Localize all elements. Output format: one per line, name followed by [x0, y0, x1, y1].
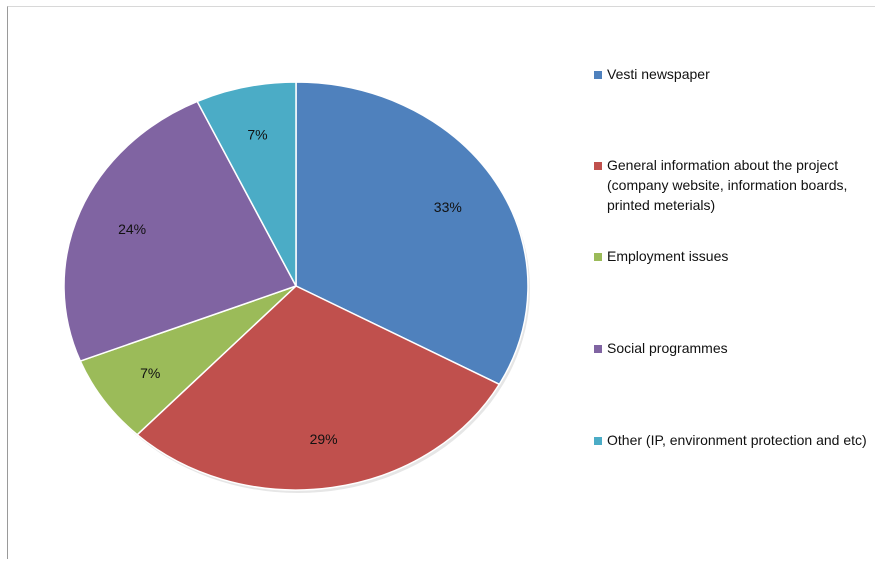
legend-label: Social programmes [607, 340, 728, 356]
legend-item-social-programmes: Social programmes [594, 340, 874, 358]
data-label-vesti-newspaper: 33% [434, 199, 462, 215]
chart-frame [7, 6, 875, 559]
legend-swatch [594, 71, 602, 79]
legend-label: Vesti newspaper [607, 66, 710, 82]
pie-slice-general-information [136, 285, 501, 491]
legend-label: Other (IP, environment protection and et… [607, 432, 867, 448]
pie-slice-employment-issues [79, 285, 297, 436]
pie-slice-social-programmes [63, 100, 298, 363]
legend-label: General information about the project (c… [607, 157, 848, 213]
data-label-general-information: 29% [310, 431, 338, 447]
legend-swatch [594, 437, 602, 445]
pie-slice-vesti-newspaper [295, 81, 529, 386]
pie-slice-other [196, 81, 297, 287]
legend-swatch [594, 162, 602, 170]
legend-swatch [594, 345, 602, 353]
legend-item-vesti-newspaper: Vesti newspaper [594, 66, 874, 84]
data-label-other: 7% [247, 127, 267, 143]
legend-swatch [594, 253, 602, 261]
legend-item-general-information: General information about the project (c… [594, 157, 874, 215]
data-label-employment-issues: 7% [140, 365, 160, 381]
legend-item-employment-issues: Employment issues [594, 248, 874, 266]
data-label-social-programmes: 24% [118, 221, 146, 237]
legend: Vesti newspaper General information abou… [594, 0, 874, 560]
legend-item-other: Other (IP, environment protection and et… [594, 432, 874, 450]
legend-label: Employment issues [607, 248, 729, 264]
